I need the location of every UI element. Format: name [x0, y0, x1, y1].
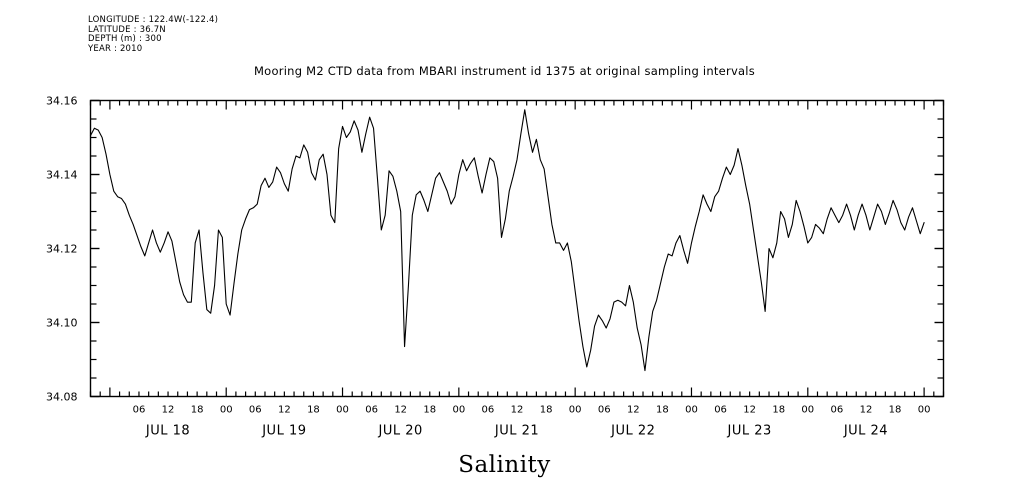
x-axis-hour-label: 18 — [423, 405, 436, 416]
metadata-latitude: LATITUDE : 36.7N — [88, 24, 166, 35]
metadata-depth: DEPTH (m) : 300 — [88, 34, 162, 45]
x-axis-hour-label: 00 — [801, 405, 814, 416]
y-axis-label: 34.10 — [46, 317, 78, 330]
x-axis-day-label: JUL 24 — [843, 424, 888, 439]
x-axis-hour-label: 00 — [685, 405, 698, 416]
x-axis-hour-label: 00 — [452, 405, 465, 416]
y-axis-label: 34.14 — [46, 169, 78, 182]
chart-title: Mooring M2 CTD data from MBARI instrumen… — [254, 64, 755, 78]
metadata-block: LONGITUDE : 122.4W(-122.4) LATITUDE : 36… — [88, 15, 219, 54]
x-axis-hour-label: 00 — [220, 405, 233, 416]
x-axis-hour-label: 12 — [278, 405, 291, 416]
x-axis-hour-label: 00 — [918, 405, 931, 416]
plot-frame — [89, 99, 945, 398]
y-axis-label: 34.12 — [46, 243, 78, 256]
chart-caption: Salinity — [458, 452, 551, 478]
x-axis-hour-label: 18 — [307, 405, 320, 416]
x-axis-hour-label: 06 — [482, 405, 495, 416]
x-axis-hour-label: 06 — [133, 405, 146, 416]
x-axis-hour-label: 18 — [191, 405, 204, 416]
y-axis-label: 34.08 — [46, 391, 78, 404]
x-axis-hour-label: 18 — [889, 405, 902, 416]
x-axis-hour-label: 06 — [365, 405, 378, 416]
x-axis-hour-label: 12 — [860, 405, 873, 416]
x-axis-hour-label: 12 — [743, 405, 756, 416]
metadata-year: YEAR : 2010 — [88, 43, 143, 54]
x-axis-hour-label: 18 — [772, 405, 785, 416]
x-axis-hour-label: 06 — [714, 405, 727, 416]
x-axis-hour-label: 18 — [540, 405, 553, 416]
data-series-line — [89, 109, 925, 372]
metadata-longitude: LONGITUDE : 122.4W(-122.4) — [88, 15, 219, 25]
x-axis-hour-label: 06 — [598, 405, 611, 416]
x-axis-hour-label: 12 — [394, 405, 407, 416]
x-axis-hour-label: 00 — [569, 405, 582, 416]
x-axis-day-label: JUL 18 — [145, 424, 190, 439]
x-axis-hour-label: 12 — [511, 405, 524, 416]
x-axis-hour-label: 12 — [627, 405, 640, 416]
y-axis-label: 34.16 — [46, 95, 78, 108]
x-axis-hour-label: 06 — [249, 405, 262, 416]
x-axis-hour-label: 18 — [656, 405, 669, 416]
x-axis-hour-label: 12 — [162, 405, 175, 416]
x-axis-hour-label: 06 — [831, 405, 844, 416]
x-axis-hour-label: 00 — [336, 405, 349, 416]
x-axis-day-label: JUL 23 — [726, 424, 771, 439]
x-axis-day-label: JUL 19 — [261, 424, 306, 439]
x-axis-day-label: JUL 22 — [610, 424, 655, 439]
x-axis-day-label: JUL 20 — [378, 424, 423, 439]
x-axis-day-label: JUL 21 — [494, 424, 539, 439]
